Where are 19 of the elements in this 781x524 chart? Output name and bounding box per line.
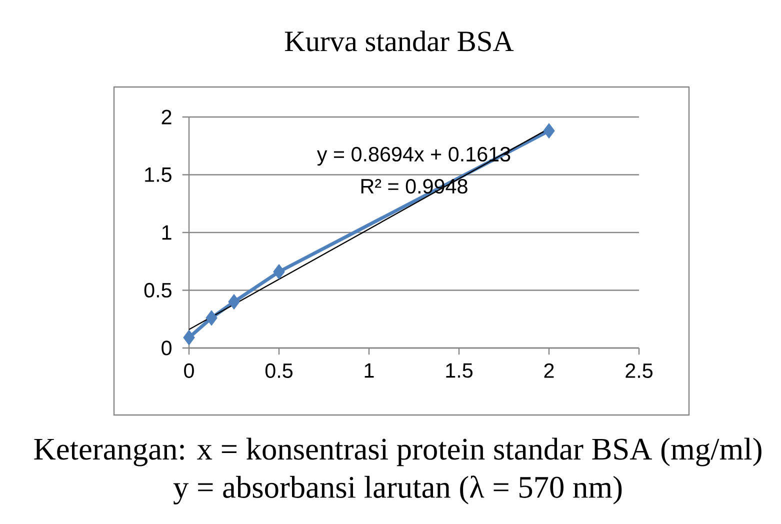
point xyxy=(273,264,285,280)
x-tick-label: 1.5 xyxy=(446,363,472,378)
x-tick-label: 2 xyxy=(544,363,554,378)
y-tick-label: 1 xyxy=(162,225,172,240)
point xyxy=(206,310,218,326)
x-tick-label: 2.5 xyxy=(626,363,652,378)
y-tick-label: 0.5 xyxy=(144,282,172,298)
x-tick-label: 1 xyxy=(364,363,374,378)
text: Keterangan: x = konsentrasi protein standar BSA (mg/ml) xyxy=(34,438,762,466)
text: y = absorbansi larutan (λ = 570 nm) xyxy=(173,476,622,504)
y-tick-label: 0 xyxy=(162,340,172,356)
y-tick-label: 1.5 xyxy=(145,168,172,182)
chart-title: Kurva standar BSA xyxy=(284,30,514,52)
x-tick-label: 0.5 xyxy=(265,363,292,378)
point xyxy=(183,330,195,346)
y-tick-label: 2 xyxy=(162,110,172,124)
x-tick-label: 0 xyxy=(184,363,194,378)
point xyxy=(228,294,240,310)
point xyxy=(543,123,555,139)
